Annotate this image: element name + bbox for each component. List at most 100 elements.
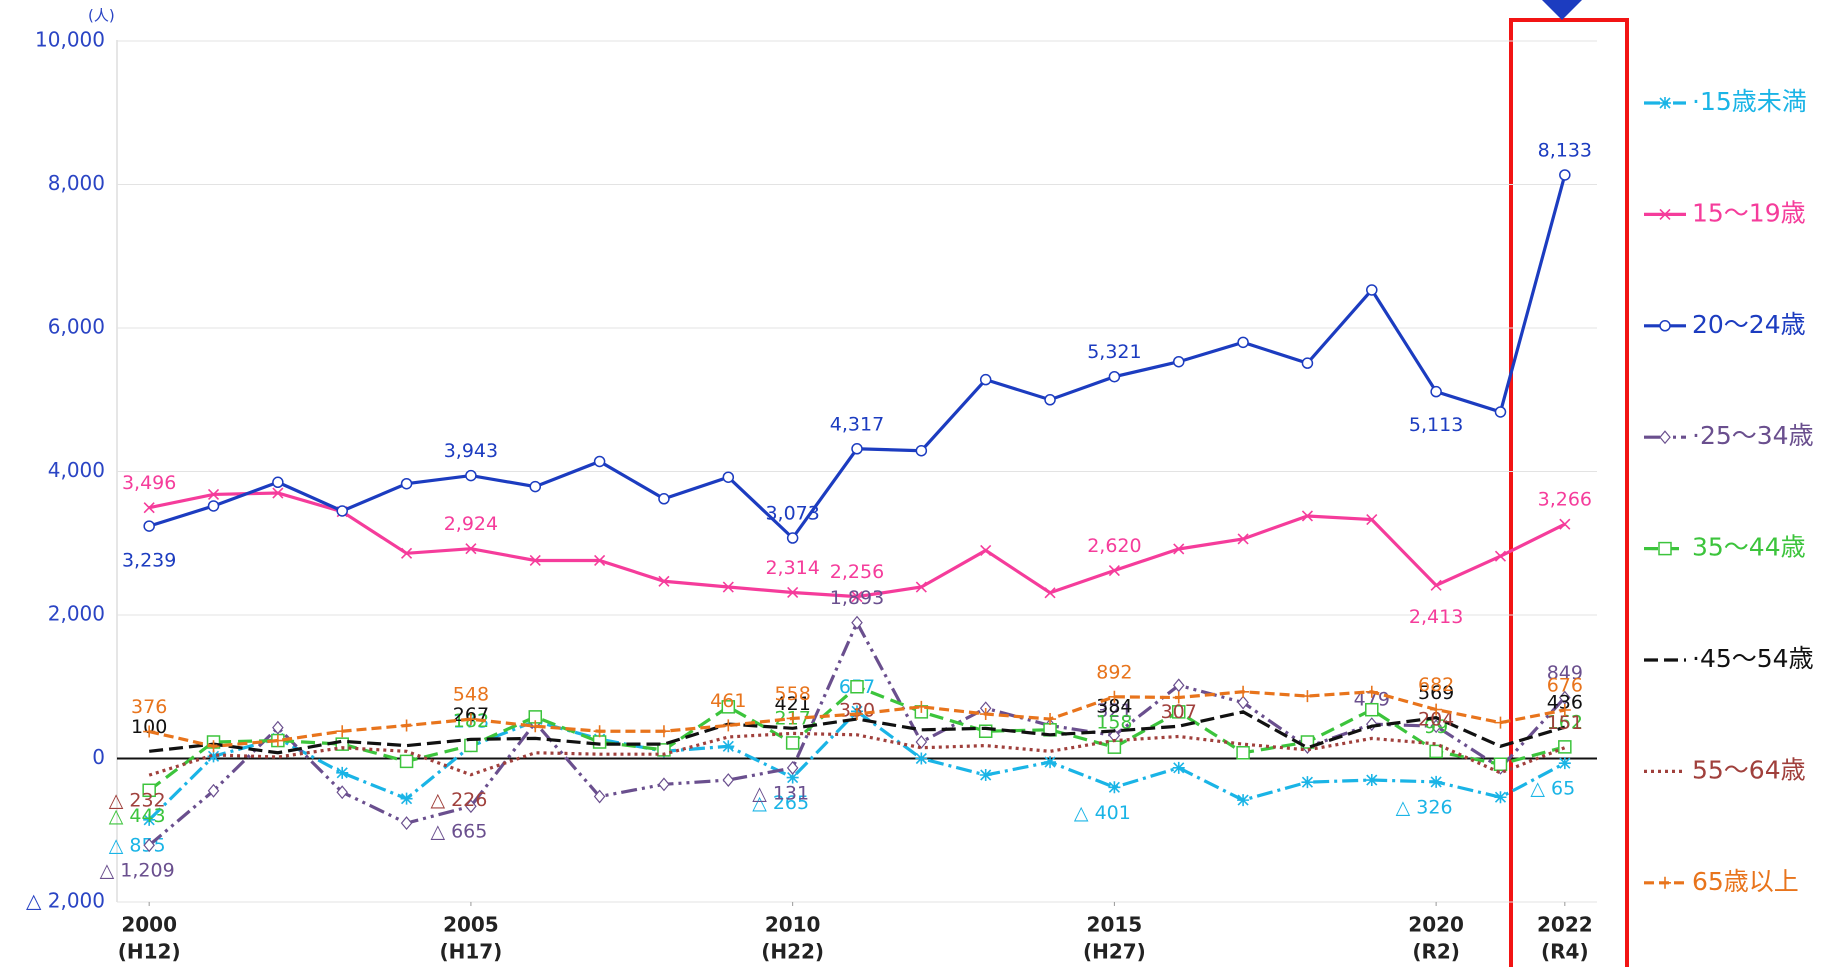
point: [1430, 385, 1442, 398]
legend-marker: [1659, 208, 1671, 220]
point: [464, 738, 478, 753]
point: [1044, 713, 1057, 726]
data-label: 421: [775, 693, 811, 715]
legend-label: 65歳以上: [1692, 867, 1799, 896]
point: [529, 720, 542, 733]
data-label: △ 401: [1074, 802, 1131, 824]
data-label: 3,073: [765, 503, 819, 525]
point: [1301, 776, 1314, 789]
data-label: 558: [775, 683, 811, 705]
data-label: △ 855: [109, 834, 166, 856]
point: [1172, 691, 1185, 704]
data-label: 307: [1161, 701, 1197, 723]
highlight-box: [1509, 18, 1629, 967]
point: [1237, 533, 1249, 545]
data-label: 151: [1547, 712, 1583, 734]
point: [1558, 757, 1571, 770]
point: [980, 544, 992, 556]
data-label: 8,133: [1538, 139, 1592, 161]
point: [1365, 774, 1378, 787]
point: [271, 734, 284, 747]
point: [465, 799, 477, 814]
point: [1237, 794, 1250, 807]
series: [143, 169, 1571, 544]
legend-marker: [1659, 97, 1671, 109]
point: [1236, 746, 1250, 760]
data-label: 3,266: [1538, 489, 1592, 511]
point: [143, 813, 156, 826]
data-label: 849: [1547, 662, 1583, 684]
point: [1044, 587, 1056, 599]
point: [915, 735, 928, 749]
legend-marker: [1658, 541, 1672, 556]
legend-marker: [1659, 876, 1671, 889]
x-tick-label: 2000: [121, 913, 177, 937]
x-tick-era: (H22): [761, 940, 824, 964]
point: [722, 719, 735, 732]
point: [657, 725, 670, 738]
point: [1044, 756, 1057, 769]
point: [272, 476, 284, 489]
data-label: 2,256: [830, 561, 884, 583]
point: [658, 493, 670, 505]
data-label: 892: [1096, 661, 1132, 683]
point: [1237, 336, 1249, 349]
data-label: 2,620: [1087, 535, 1141, 557]
point: [1559, 518, 1571, 530]
point: [142, 783, 156, 798]
legend-marker: [1659, 320, 1671, 332]
point: [1108, 690, 1121, 703]
point: [593, 455, 606, 468]
point: [658, 575, 670, 587]
data-label: 676: [1547, 674, 1583, 696]
point: [850, 680, 864, 694]
point: [1301, 510, 1313, 522]
point: [207, 783, 220, 798]
point: [1429, 744, 1443, 759]
data-label: 5,113: [1409, 414, 1463, 436]
point: [1559, 169, 1571, 181]
point: [1494, 550, 1507, 562]
point: [207, 488, 220, 501]
legend-label: 55～64歳: [1692, 755, 1806, 784]
point: [1559, 690, 1571, 705]
point: [400, 477, 413, 490]
point: [722, 471, 735, 483]
point: [336, 766, 349, 779]
x-tick-label: 2015: [1087, 913, 1143, 937]
point: [721, 700, 736, 714]
legend-label: 35～44歳: [1692, 533, 1806, 562]
point: [979, 373, 992, 386]
x-tick-era: (R2): [1412, 940, 1460, 964]
point: [915, 581, 927, 593]
data-label: 461: [710, 690, 746, 712]
point: [207, 750, 220, 763]
point: [851, 591, 863, 603]
series: [148, 731, 1566, 777]
data-label: △ 232: [109, 790, 166, 812]
point: [1494, 406, 1507, 418]
y-tick-label: △ 2,000: [26, 889, 105, 913]
x-tick-era: (H12): [118, 940, 181, 964]
data-label: 321: [1096, 700, 1132, 722]
point: [979, 769, 992, 782]
data-label: 3,239: [122, 550, 176, 572]
data-label: △ 131: [752, 782, 809, 804]
point: [400, 816, 413, 831]
point: [465, 543, 477, 555]
point: [1494, 791, 1507, 804]
point: [786, 760, 799, 775]
data-label: 436: [1547, 692, 1583, 714]
legend-marker: [1659, 430, 1671, 445]
point: [529, 554, 541, 567]
series-line: [148, 731, 1566, 777]
y-tick-label: 0: [92, 745, 105, 769]
data-label: 376: [131, 696, 167, 718]
point: [979, 708, 992, 721]
legend-label: 15～19歳: [1692, 198, 1806, 227]
point: [722, 773, 735, 787]
data-label: 682: [1418, 674, 1454, 696]
data-label: △ 265: [752, 792, 809, 814]
point: [336, 505, 348, 517]
